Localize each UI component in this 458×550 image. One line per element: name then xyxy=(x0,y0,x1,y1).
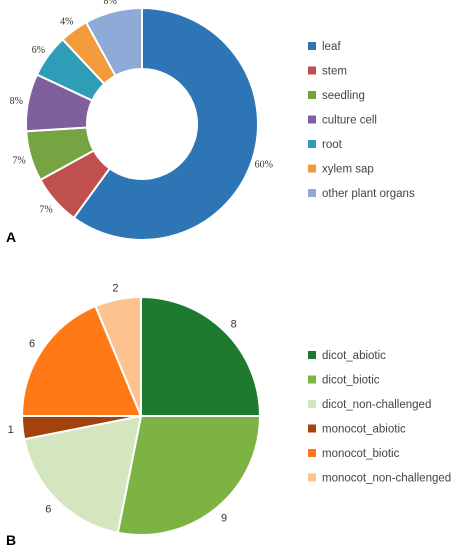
slice-label-monocot-abiotic: 1 xyxy=(8,424,14,436)
slice-dicot-non-challenged xyxy=(23,414,143,534)
slice-label-other-plant-organs: 8% xyxy=(103,0,116,7)
legend-swatch-seedling xyxy=(308,91,316,99)
chart-a: A 60% 7% 7% 8% 6% 4% 8% leaf stem seedling culture… xyxy=(6,0,415,245)
slice-label-culture-cell: 8% xyxy=(10,96,23,107)
chart-b: B 8 9 6 1 6 2 dicot_abiotic dicot_biotic dicot_n… xyxy=(6,283,451,548)
slice-label-seedling: 7% xyxy=(12,156,25,167)
legend-swatch-monocot-biotic xyxy=(308,449,316,457)
legend-label-leaf: leaf xyxy=(322,41,341,53)
slice-monocot-biotic xyxy=(20,304,143,417)
legend-swatch-monocot-abiotic xyxy=(308,424,316,433)
slice-other-plant-organs xyxy=(84,6,143,78)
slice-leaf xyxy=(72,6,259,241)
slice-label-xylem-sap: 4% xyxy=(60,16,73,27)
slice-monocot-non-challenged xyxy=(94,295,142,417)
legend-swatch-leaf xyxy=(308,42,316,50)
slice-label-dicot-biotic: 9 xyxy=(221,512,227,524)
legend-swatch-other-plant-organs xyxy=(308,189,316,197)
legend-label-dicot-non-challenged: dicot_non-challenged xyxy=(322,399,431,411)
legend-swatch-stem xyxy=(308,66,316,75)
legend-swatch-monocot-non-challenged xyxy=(308,473,316,482)
legend-label-stem: stem xyxy=(322,66,347,78)
slice-label-leaf: 60% xyxy=(255,160,273,171)
legend-label-xylem-sap: xylem sap xyxy=(322,164,374,176)
legend-label-monocot-abiotic: monocot_abiotic xyxy=(322,424,406,436)
slice-label-monocot-biotic: 6 xyxy=(29,338,35,350)
legend-label-monocot-biotic: monocot_biotic xyxy=(322,448,400,460)
slice-label-stem: 7% xyxy=(39,205,52,216)
legend-swatch-root xyxy=(308,140,316,148)
legend-label-monocot-non-challenged: monocot_non-challenged xyxy=(322,473,451,485)
legend-label-other-plant-organs: other plant organs xyxy=(322,188,415,200)
legend-swatch-culture-cell xyxy=(308,115,316,124)
slice-label-monocot-non-challenged: 2 xyxy=(112,283,118,295)
legend-swatch-dicot-non-challenged xyxy=(308,400,316,408)
slice-dicot-abiotic xyxy=(140,295,262,417)
legend-swatch-xylem-sap xyxy=(308,164,316,173)
legend-swatch-dicot-biotic xyxy=(308,375,316,384)
legend-label-culture-cell: culture cell xyxy=(322,115,377,127)
panel-label-b: B xyxy=(6,532,16,548)
panel-label-a: A xyxy=(6,229,16,245)
legend-label-seedling: seedling xyxy=(322,90,365,102)
legend-label-root: root xyxy=(322,139,343,151)
legend-label-dicot-abiotic: dicot_abiotic xyxy=(322,350,386,362)
slice-label-dicot-non-challenged: 6 xyxy=(45,504,51,516)
legend-label-dicot-biotic: dicot_biotic xyxy=(322,375,380,387)
legend-swatch-dicot-abiotic xyxy=(308,351,316,359)
slice-label-root: 6% xyxy=(32,45,45,56)
slice-label-dicot-abiotic: 8 xyxy=(231,318,237,330)
slice-dicot-biotic xyxy=(116,415,262,536)
